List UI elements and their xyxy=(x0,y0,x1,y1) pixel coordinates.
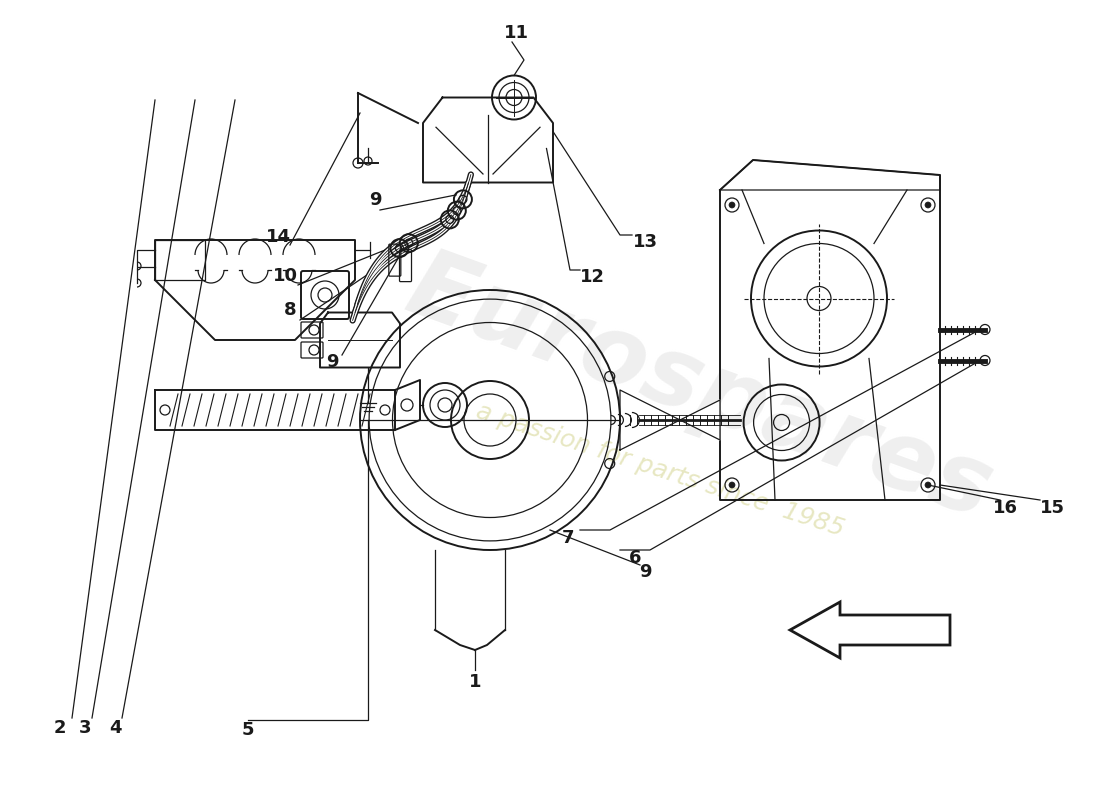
Text: 10: 10 xyxy=(273,267,297,285)
Text: 1: 1 xyxy=(469,673,482,691)
Polygon shape xyxy=(620,390,721,450)
Circle shape xyxy=(729,202,735,208)
Text: 7: 7 xyxy=(562,529,574,547)
Text: 15: 15 xyxy=(1040,499,1065,517)
Text: 2: 2 xyxy=(54,719,66,737)
Text: 3: 3 xyxy=(79,719,91,737)
Text: 12: 12 xyxy=(580,268,605,286)
Text: 11: 11 xyxy=(504,24,528,42)
Text: 14: 14 xyxy=(265,228,290,246)
Text: 8: 8 xyxy=(284,301,296,319)
Text: 9: 9 xyxy=(368,191,382,209)
Text: 9: 9 xyxy=(326,353,339,371)
Text: 13: 13 xyxy=(632,233,658,251)
Text: Eurospares: Eurospares xyxy=(395,241,1005,539)
Circle shape xyxy=(925,202,931,208)
Text: a passion for parts since  1985: a passion for parts since 1985 xyxy=(473,399,847,541)
Text: 4: 4 xyxy=(109,719,121,737)
Circle shape xyxy=(729,482,735,488)
Text: 16: 16 xyxy=(992,499,1018,517)
Text: 9: 9 xyxy=(639,563,651,581)
Text: 5: 5 xyxy=(242,721,254,739)
Text: 6: 6 xyxy=(629,549,641,567)
Circle shape xyxy=(925,482,931,488)
